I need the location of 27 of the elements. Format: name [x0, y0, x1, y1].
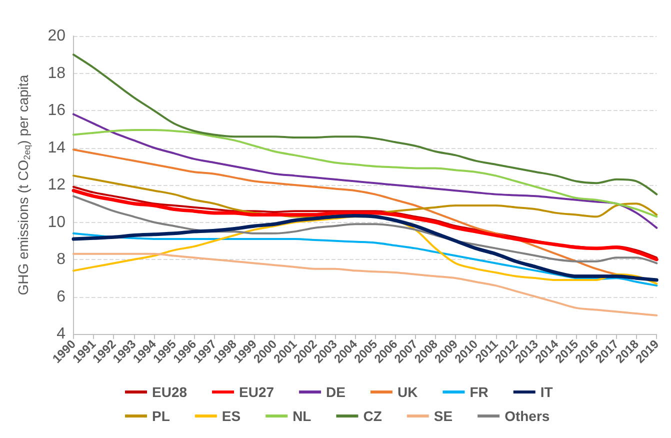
- legend-label: EU28: [152, 384, 188, 400]
- line-series: [72, 232, 658, 287]
- y-tick-label: 18: [48, 64, 66, 82]
- y-tick-label: 10: [48, 214, 66, 231]
- line-series: [72, 129, 658, 218]
- legend-label: UK: [397, 384, 418, 400]
- y-tick-label: 16: [48, 102, 66, 119]
- legend-label: ES: [222, 408, 241, 424]
- y-axis-title: GHG emissions (t CO2eq) per capita: [15, 74, 32, 296]
- legend-label: PL: [152, 408, 170, 424]
- y-tick-label: 14: [48, 139, 66, 156]
- y-tick-label: 20: [48, 28, 66, 44]
- legend-label: CZ: [363, 408, 382, 424]
- line-series: [72, 54, 658, 196]
- legend-label: Others: [504, 408, 550, 424]
- y-tick-label: 12: [48, 176, 66, 194]
- y-tick-label: 6: [56, 288, 66, 306]
- legend-label: EU27: [239, 384, 274, 400]
- legend-label: FR: [470, 384, 488, 400]
- legend-label: NL: [292, 408, 312, 424]
- y-tick-label: 8: [56, 251, 66, 268]
- y-tick-label: 4: [56, 326, 66, 342]
- legend-label: DE: [326, 384, 346, 400]
- line-series: [72, 252, 658, 316]
- legend-label: SE: [434, 408, 453, 424]
- legend-label: IT: [540, 384, 554, 400]
- line-series: [72, 113, 658, 229]
